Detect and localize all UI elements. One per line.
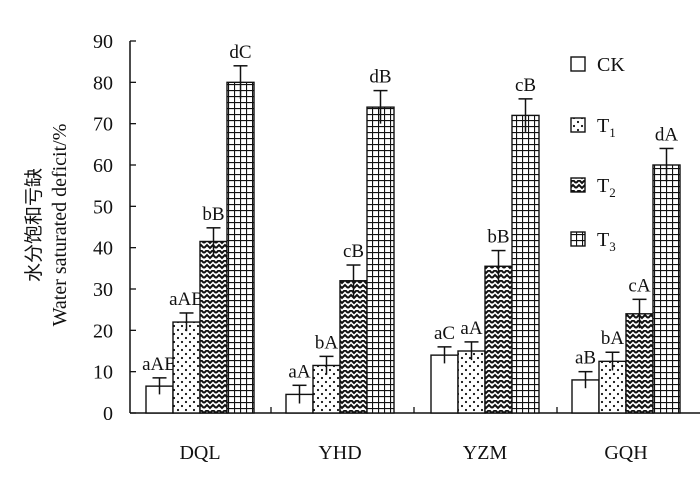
legend-label: CK bbox=[597, 54, 625, 76]
legend-label: T2 bbox=[597, 175, 616, 200]
y-tick-label: 50 bbox=[93, 196, 113, 218]
bar bbox=[172, 321, 201, 414]
y-axis-title-chinese: 水分饱和亏缺 bbox=[23, 168, 45, 282]
y-tick-label: 0 bbox=[103, 403, 113, 425]
significance-label: bB bbox=[487, 227, 509, 248]
significance-label: aAB bbox=[142, 354, 177, 375]
y-axis-title-english: Water saturated deficit/% bbox=[49, 124, 71, 327]
significance-label: cB bbox=[343, 241, 364, 262]
bar bbox=[199, 240, 228, 414]
bar bbox=[484, 265, 513, 414]
significance-label: aB bbox=[575, 348, 596, 369]
significance-label: aC bbox=[434, 323, 455, 344]
legend: CK T1 T2 T3 bbox=[570, 54, 625, 254]
significance-label: aA bbox=[288, 361, 310, 382]
y-tick-label: 30 bbox=[93, 279, 113, 301]
legend-swatch bbox=[570, 117, 586, 133]
significance-label: dB bbox=[369, 67, 391, 88]
y-tick-label: 60 bbox=[93, 155, 113, 177]
bar bbox=[652, 164, 681, 414]
bar bbox=[366, 106, 395, 414]
y-tick-label: 10 bbox=[93, 362, 113, 384]
y-tick-label: 20 bbox=[93, 320, 113, 342]
significance-label: dA bbox=[655, 124, 679, 145]
category-label: DQL bbox=[179, 442, 220, 464]
bar bbox=[511, 114, 540, 414]
bar bbox=[430, 354, 459, 414]
bar bbox=[226, 81, 255, 414]
legend-swatch bbox=[570, 177, 586, 193]
significance-label: aA bbox=[460, 318, 482, 339]
significance-label: cA bbox=[628, 275, 650, 296]
bar bbox=[625, 313, 654, 414]
significance-label: bA bbox=[601, 328, 625, 349]
category-label: GQH bbox=[604, 442, 647, 464]
significance-label: cB bbox=[515, 75, 536, 96]
bar bbox=[339, 280, 368, 414]
category-label: YHD bbox=[318, 442, 361, 464]
significance-label: bA bbox=[315, 332, 339, 353]
y-tick-label: 90 bbox=[93, 31, 113, 53]
legend-swatch bbox=[570, 56, 586, 72]
bar bbox=[457, 350, 486, 414]
significance-label: dC bbox=[229, 42, 251, 63]
significance-label: aAB bbox=[169, 289, 204, 310]
category-label: YZM bbox=[463, 442, 508, 464]
significance-label: bB bbox=[202, 204, 224, 225]
legend-swatch bbox=[570, 231, 586, 247]
legend-label: T3 bbox=[597, 229, 616, 254]
y-tick-label: 70 bbox=[93, 114, 113, 136]
y-tick-label: 40 bbox=[93, 238, 113, 260]
legend-label: T1 bbox=[597, 115, 616, 140]
y-tick-label: 80 bbox=[93, 72, 113, 94]
